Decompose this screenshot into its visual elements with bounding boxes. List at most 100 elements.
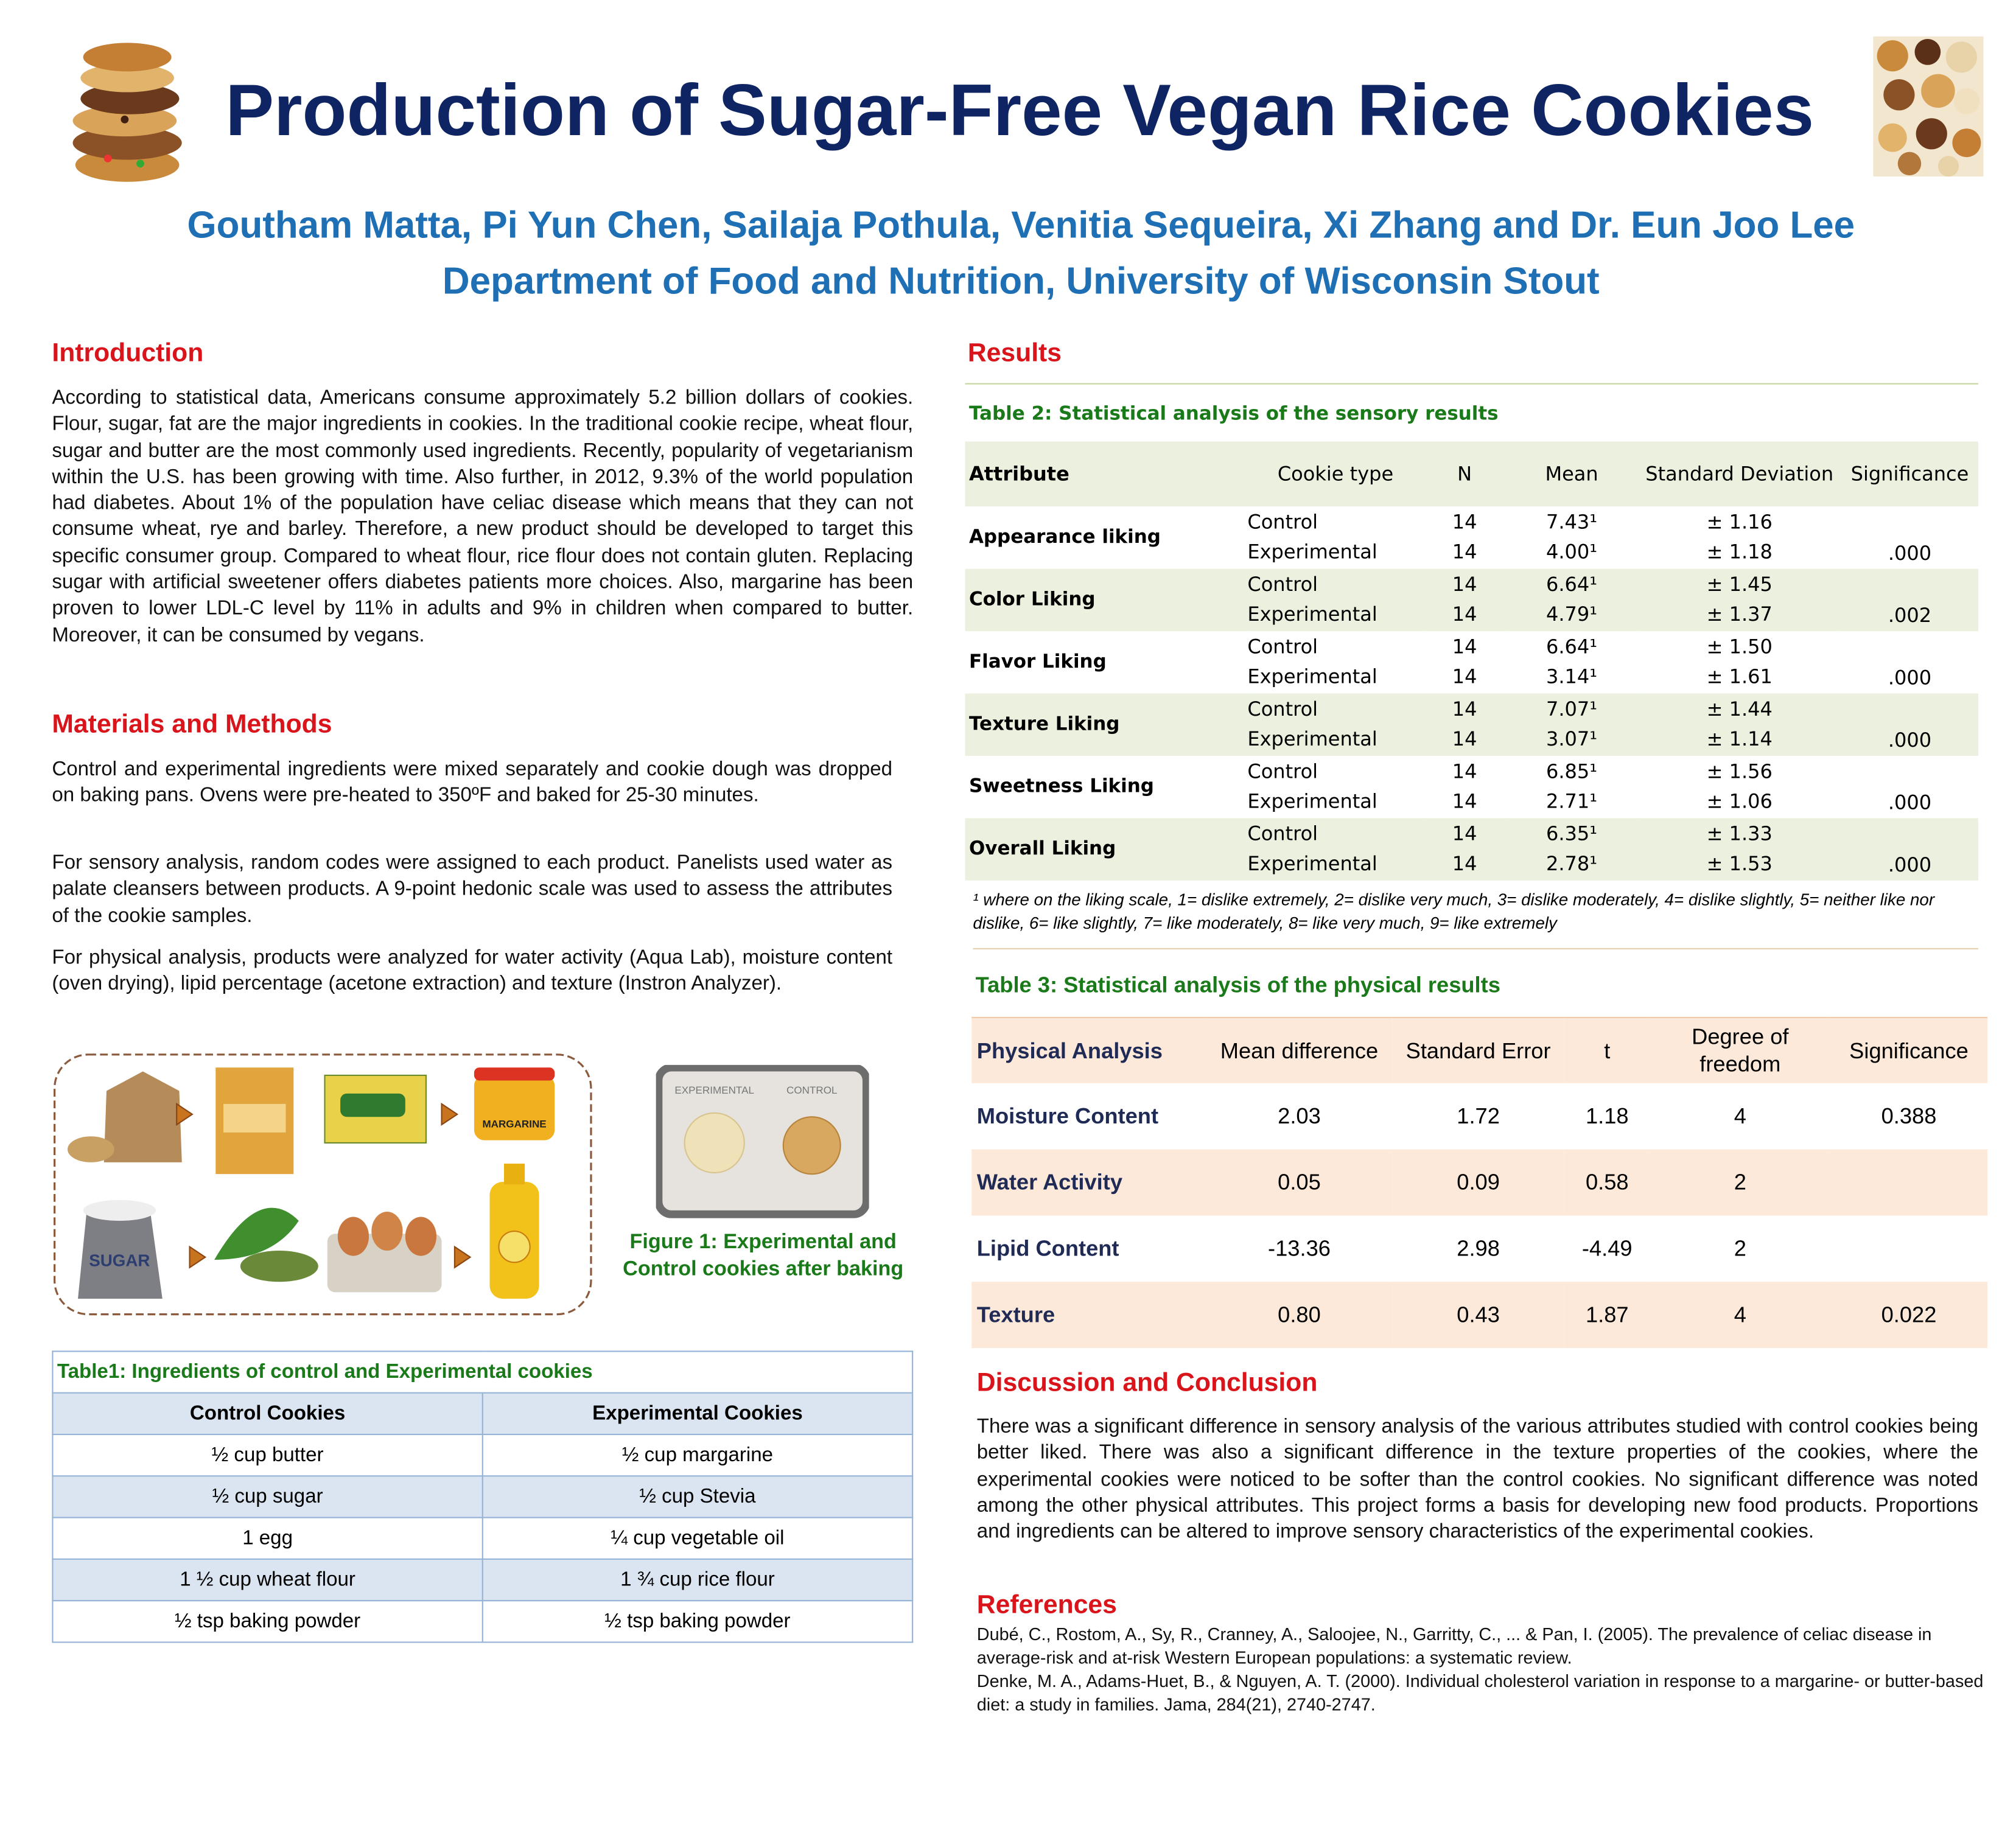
table-row: ½ tsp baking powder ½ tsp baking powder xyxy=(52,1600,914,1643)
cell-line: ± 1.37 xyxy=(1706,602,1773,626)
table-cell: 14 14 xyxy=(1423,818,1506,881)
reference: Dubé, C., Rostom, A., Sy, R., Cranney, A… xyxy=(976,1624,1932,1668)
cell-line: 14 xyxy=(1452,635,1477,658)
empty-cell xyxy=(1830,1215,1987,1282)
photo-label: CONTROL xyxy=(786,1084,837,1096)
cell-line: 7.07¹ xyxy=(1545,697,1598,721)
physical-table: Physical Analysis Mean difference Standard… xyxy=(971,1016,1988,1349)
significance-cell: .002 xyxy=(1841,568,1979,632)
title-row: Table1: Ingredients of control and Exper… xyxy=(52,1350,914,1394)
table-cell: ½ cup margarine xyxy=(481,1433,914,1477)
cell-line: 14 xyxy=(1452,760,1477,783)
table-cell: 0.58 xyxy=(1564,1149,1650,1216)
cell-line: ± 1.53 xyxy=(1706,851,1773,876)
table-cell: ± 1.33 ± 1.53 xyxy=(1637,818,1841,881)
column-header: Control Cookies xyxy=(52,1392,483,1436)
discussion-text: There was a significant difference in se… xyxy=(976,1416,1979,1543)
cell-line: Experimental xyxy=(1247,602,1377,626)
cell-line: Control xyxy=(1247,822,1318,846)
table-row: ½ cup butter ½ cup margarine xyxy=(52,1433,914,1477)
cell-line: 2.71¹ xyxy=(1545,789,1598,813)
table-row: ½ cup sugar ½ cup Stevia xyxy=(52,1475,914,1518)
cell-line: 14 xyxy=(1452,510,1477,534)
empty-cell xyxy=(1830,1149,1988,1216)
methods-text: Control and experimental ingredients wer… xyxy=(52,758,893,807)
cell-line: .000 xyxy=(1888,666,1932,690)
table-cell: ½ tsp baking powder xyxy=(52,1600,483,1643)
table-row: Flavor Liking Control Experimental 14 14 6.64… xyxy=(965,631,1979,693)
cell-line: ± 1.61 xyxy=(1706,665,1773,689)
table-cell: Lipid Content xyxy=(976,1235,1119,1261)
table-cell: 6.85¹ 2.71¹ xyxy=(1506,756,1638,818)
cell-line: 14 xyxy=(1452,573,1477,596)
table-cell: 4 xyxy=(1650,1282,1831,1349)
table-cell: 1.87 xyxy=(1564,1282,1650,1349)
table-row: 1 ½ cup wheat flour 1 ¾ cup rice flour xyxy=(52,1558,914,1602)
table-cell: ± 1.50 ± 1.61 xyxy=(1638,631,1841,693)
table-cell: 2.98 xyxy=(1457,1235,1500,1261)
column-header: Significance xyxy=(1841,441,1979,507)
cell-line: Experimental xyxy=(1247,540,1377,564)
cell-line: .002 xyxy=(1888,604,1932,627)
table-cell: 1 egg xyxy=(52,1517,483,1560)
cell-line: 3.07¹ xyxy=(1545,727,1598,751)
significance-cell: .000 xyxy=(1841,756,1978,818)
cell-line: Control xyxy=(1247,760,1318,783)
picture-label: SUGAR xyxy=(89,1251,150,1270)
table-row: 1 egg ¼ cup vegetable oil xyxy=(52,1517,914,1560)
cell-line: Control xyxy=(1247,573,1318,596)
table-cell: 0.388 xyxy=(1881,1103,1937,1128)
cell-line: 2.78¹ xyxy=(1545,851,1598,876)
cell-line: 14 xyxy=(1452,851,1477,876)
section-heading: Introduction xyxy=(52,338,204,368)
table-cell: 0.43 xyxy=(1392,1282,1564,1349)
table-cell: 0.80 xyxy=(1206,1282,1393,1349)
cell-line: 14 xyxy=(1452,540,1477,564)
table-cell: 2 xyxy=(1650,1149,1831,1216)
table-cell: 0.05 xyxy=(1206,1149,1393,1216)
table-cell: 2.03 xyxy=(1278,1103,1321,1128)
table-cell: Control Experimental xyxy=(1247,631,1423,693)
section-heading: Materials and Methods xyxy=(52,710,332,739)
reference-list: Dubé, C., Rostom, A., Sy, R., Cranney, A… xyxy=(977,1624,1990,1717)
cell-line: Experimental xyxy=(1247,727,1377,751)
cell-line: 6.85¹ xyxy=(1545,760,1598,783)
cell-line: ± 1.18 xyxy=(1706,540,1773,564)
column-header: Physical Analysis xyxy=(971,1016,1206,1083)
table-cell: 6.64¹ 4.79¹ xyxy=(1505,568,1638,632)
affiliation: Department of Food and Nutrition, Univer… xyxy=(442,260,1600,303)
table-row: Overall Liking Control Experimental 14 14 6.3… xyxy=(965,818,1979,881)
table-row: Color Liking Control Experimental 14 14 6.64¹… xyxy=(965,568,1979,632)
cell-line: 6.64¹ xyxy=(1545,573,1598,596)
poster-title: Production of Sugar-Free Vegan Rice Cook… xyxy=(225,69,1815,151)
table-cell: Texture xyxy=(971,1282,1206,1349)
column-header: Mean difference xyxy=(1206,1016,1393,1083)
table-row: Texture Liking Control Experimental 14 14 7.0… xyxy=(965,693,1979,756)
table-cell: 1 ¾ cup rice flour xyxy=(481,1558,914,1602)
cell-line: 14 xyxy=(1452,602,1477,626)
cell-line: Experimental xyxy=(1247,851,1377,876)
cell-line: 4.79¹ xyxy=(1545,602,1598,626)
ingredients-table: Table1: Ingredients of control and Exper… xyxy=(52,1350,914,1643)
cell-line: 14 xyxy=(1452,727,1477,751)
table-cell: 6.35¹ 2.78¹ xyxy=(1505,818,1638,881)
column-header: Degree of freedom xyxy=(1650,1016,1831,1083)
photo-label: EXPERIMENTAL xyxy=(674,1084,754,1096)
ingredients-picture: MARGARINE SUGAR xyxy=(54,1053,592,1316)
cookie-stack-image xyxy=(72,43,182,182)
table-cell: 14 14 xyxy=(1423,693,1506,756)
cell-line: 4.00¹ xyxy=(1545,540,1598,564)
cell-line: ± 1.56 xyxy=(1706,760,1773,783)
table-title: Table1: Ingredients of control and Exper… xyxy=(52,1350,914,1394)
table-cell: ½ cup Stevia xyxy=(481,1475,914,1518)
table-cell: Water Activity xyxy=(971,1149,1206,1216)
table-cell: Control Experimental xyxy=(1247,693,1424,756)
cell-line: Control xyxy=(1247,697,1318,721)
column-header: Attribute xyxy=(965,441,1248,507)
cell-line: ± 1.14 xyxy=(1706,727,1773,751)
table-cell: 14 14 xyxy=(1424,506,1506,568)
table-cell: -13.36 xyxy=(1268,1235,1331,1261)
section-heading: References xyxy=(976,1591,1117,1620)
